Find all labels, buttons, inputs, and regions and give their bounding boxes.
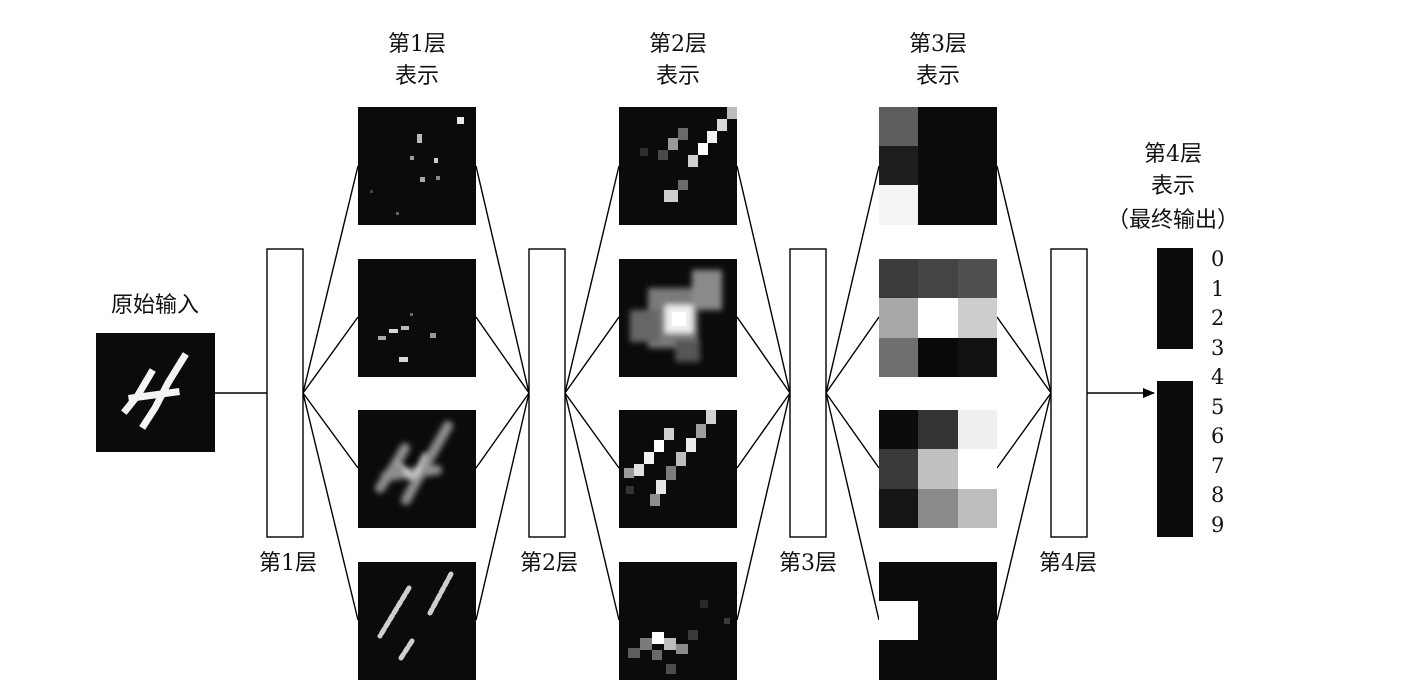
edge-rep1a-l2 [475,165,530,394]
edge-l3-rep3-a [825,165,880,394]
layer2-label: 第2层 [520,551,578,576]
class-label-9: 9 [1211,513,1224,537]
class-label-7: 7 [1211,454,1224,478]
edge-rep2c-l3 [736,392,791,469]
rep3-title-line1: 第3层 [909,32,967,57]
rep2-title-line2: 表示 [656,64,700,89]
layer4-box [1050,248,1088,538]
output-title-line1: 第4层 [1144,142,1202,167]
class-label-8: 8 [1211,483,1224,507]
rep1-map-2 [358,259,476,377]
output-title-line3: （最终输出） [1107,208,1239,233]
rep1-title-line2: 表示 [395,64,439,89]
edge-l3-rep3-c [825,392,880,469]
edge-rep3b-l4 [996,316,1052,394]
edge-rep2a-l3 [736,165,791,394]
rep3-map-1 [879,107,997,225]
input-image [96,333,215,452]
class-label-6: 6 [1211,424,1224,448]
output-bar [1157,248,1193,537]
edge-rep2d-l3 [736,392,791,621]
edge-rep1d-l2 [475,392,530,621]
input-label: 原始输入 [111,293,199,318]
edge-l2-rep2-a [564,165,620,394]
edge-l2-rep2-b [564,316,620,394]
output-highlight-cell [1157,349,1193,381]
rep1-map-1 [358,107,476,225]
rep3-title-line2: 表示 [916,64,960,89]
layer4-label: 第4层 [1039,551,1097,576]
edge-l2-rep2-c [564,392,620,469]
class-label-1: 1 [1211,277,1224,301]
layer-boxes [266,248,1088,538]
edge-l1-rep1-b [302,316,359,394]
rep2-map-3 [619,410,737,528]
class-label-5: 5 [1211,395,1224,419]
class-label-4: 4 [1211,365,1224,389]
output-title-line2: 表示 [1151,174,1195,199]
edge-rep1b-l2 [475,316,530,394]
edge-rep2b-l3 [736,316,791,394]
rep3-map-4 [879,562,997,680]
layer3-label: 第3层 [779,551,837,576]
edge-l2-rep2-d [564,392,620,621]
rep3-map-2 [879,259,997,377]
rep2-map-4 [619,562,737,680]
edge-l3-rep3-b [825,316,880,394]
edge-l1-rep1-a [302,165,359,394]
class-label-2: 2 [1211,306,1224,330]
connections [215,165,1155,621]
class-label-3: 3 [1211,336,1224,360]
rep2-map-2 [619,259,737,377]
layer1-label: 第1层 [259,551,317,576]
edge-rep3a-l4 [996,165,1052,394]
edge-l1-rep1-c [302,392,359,469]
edge-l3-rep3-d [825,392,880,621]
rep1-map-3 [358,410,476,528]
edge-rep3d-l4 [996,392,1052,621]
rep2-title-line1: 第2层 [649,32,707,57]
edge-l1-rep1-d [302,392,359,621]
rep1-map-4 [358,562,476,680]
class-label-0: 0 [1211,247,1224,271]
rep3-map-3 [879,410,997,528]
edge-rep3c-l4 [996,392,1052,469]
rep2-map-1 [619,107,737,225]
rep1-title-line1: 第1层 [388,32,446,57]
output-class-labels: 0 1 2 3 4 5 6 7 8 9 [1211,247,1224,537]
layer1-box [266,248,304,538]
layer2-box [528,248,566,538]
edge-rep1c-l2 [475,392,530,469]
layer3-box [789,248,827,538]
